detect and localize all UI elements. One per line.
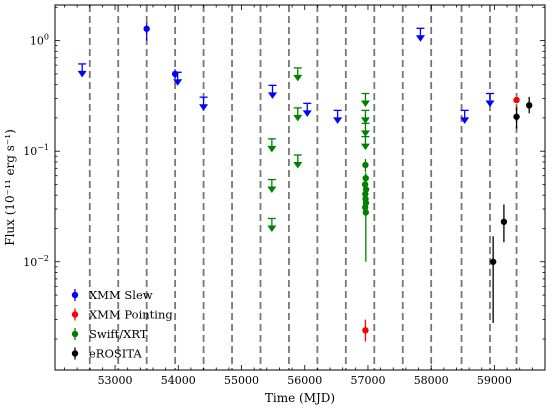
upper-limit xyxy=(293,107,303,122)
marker xyxy=(525,102,533,109)
x-tick-label: 58000 xyxy=(414,374,449,387)
upper-limit xyxy=(485,92,495,108)
upper-limit xyxy=(293,67,303,82)
upper-limit-arrow xyxy=(173,79,183,86)
data-point xyxy=(513,96,520,104)
upper-limit xyxy=(302,102,312,117)
upper-limit xyxy=(360,109,370,124)
marker xyxy=(143,25,150,32)
upper-limit xyxy=(267,138,277,153)
upper-limit xyxy=(199,96,209,111)
y-tick-label: 10−1 xyxy=(23,143,49,158)
marker xyxy=(362,209,370,216)
vertical-dashed-lines xyxy=(88,5,518,370)
data-point xyxy=(143,22,150,41)
upper-limit xyxy=(293,154,303,169)
y-tick-label: 100 xyxy=(30,33,49,48)
marker xyxy=(513,96,520,104)
x-tick-label: 57000 xyxy=(350,374,385,387)
plot-frame xyxy=(54,4,546,371)
y-tick-label: 10−2 xyxy=(23,254,49,269)
legend-marker xyxy=(71,330,79,338)
data-point xyxy=(362,319,369,342)
legend-label: XMM Pointing xyxy=(89,308,173,322)
upper-limit xyxy=(267,178,277,194)
upper-limit-arrow xyxy=(333,117,343,124)
data-point xyxy=(171,69,179,79)
data-point xyxy=(362,159,369,172)
legend-marker xyxy=(71,291,79,299)
marker xyxy=(489,258,497,265)
legend-item: XMM Slew xyxy=(71,288,153,302)
upper-limit-arrow xyxy=(485,100,495,108)
marker xyxy=(362,161,369,169)
upper-limit xyxy=(360,92,370,108)
upper-limit-arrow xyxy=(199,104,209,111)
upper-limit xyxy=(333,109,343,124)
upper-limit-arrow xyxy=(302,110,312,117)
y-axis-label: Flux (10⁻¹¹ erg s⁻¹) xyxy=(3,129,17,246)
data-point xyxy=(489,236,497,323)
upper-limit-arrow xyxy=(360,130,370,137)
data-point xyxy=(362,184,370,262)
legend-item: XMM Pointing xyxy=(71,308,173,322)
upper-limit-arrow xyxy=(360,143,370,151)
upper-limit-arrow xyxy=(360,100,370,108)
upper-limit-arrow xyxy=(415,35,425,42)
marker xyxy=(362,174,369,182)
x-tick-label: 55000 xyxy=(224,374,259,387)
upper-limit-arrow xyxy=(293,114,303,122)
legend-label: Swift/XRT xyxy=(89,327,148,341)
x-axis-label: Time (MJD) xyxy=(265,391,335,405)
upper-limit-arrow xyxy=(360,117,370,124)
axes-layer: 53000 54000 55000 56000 57000 58000 59000 10−2 1… xyxy=(23,5,546,387)
upper-limit-arrow xyxy=(293,162,303,169)
x-tick-label: 59000 xyxy=(477,374,512,387)
upper-limit-arrow xyxy=(460,117,470,124)
legend-item: eROSITA xyxy=(71,347,142,361)
data-point xyxy=(500,204,508,243)
upper-limit xyxy=(460,109,470,124)
legend-label: XMM Slew xyxy=(89,288,153,302)
upper-limit-arrow xyxy=(77,70,87,78)
marker xyxy=(361,181,369,188)
legend-marker xyxy=(71,311,79,318)
upper-limit xyxy=(415,27,425,42)
legend-marker xyxy=(71,350,79,357)
marker xyxy=(500,218,508,225)
marker xyxy=(171,70,179,78)
legend-item: Swift/XRT xyxy=(71,327,148,341)
x-tick-label: 54000 xyxy=(161,374,196,387)
data-point xyxy=(513,107,520,129)
marker xyxy=(362,327,369,334)
legend-label: eROSITA xyxy=(89,347,142,361)
upper-limit-arrow xyxy=(293,74,303,82)
x-tick-label: 53000 xyxy=(98,374,133,387)
upper-limit-arrow xyxy=(267,145,277,153)
data-layer xyxy=(77,22,533,342)
legend: XMM Slew XMM Pointing Swift/XRT eROSITA xyxy=(71,288,173,361)
upper-limit-arrow xyxy=(267,225,277,232)
upper-limit-arrow xyxy=(267,186,277,194)
upper-limit xyxy=(267,84,277,99)
upper-limit xyxy=(267,217,277,232)
upper-limit xyxy=(360,135,370,151)
marker xyxy=(513,113,520,120)
data-point xyxy=(525,96,533,114)
upper-limit-arrow xyxy=(267,92,277,99)
upper-limit xyxy=(360,122,370,137)
upper-limit xyxy=(77,63,87,78)
x-tick-label: 56000 xyxy=(287,374,322,387)
